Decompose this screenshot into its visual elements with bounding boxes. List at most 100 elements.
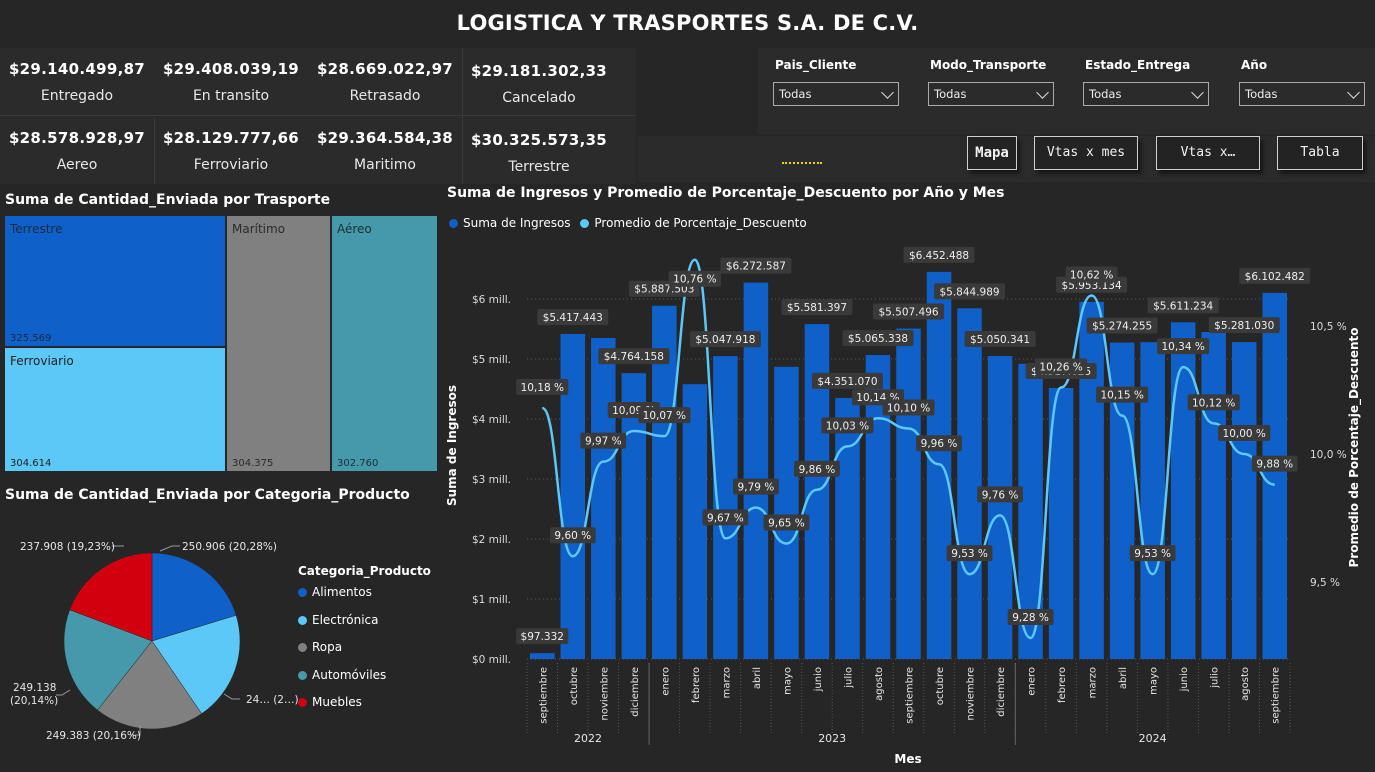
label-bg (1251, 455, 1298, 472)
label-bg (689, 331, 761, 348)
line-data-label: 9,67 % (702, 509, 749, 526)
line-data-label: 9,96 % (916, 435, 962, 452)
line-data-label: 9,60 % (549, 527, 596, 544)
bar-data-label: $5.507.496 (873, 303, 944, 320)
bar[interactable] (591, 338, 616, 659)
x-tick-label: enero (660, 667, 671, 696)
kpi-card-en-transito: $29.408.039,19 En transito (154, 48, 308, 114)
year-label: 2024 (1139, 732, 1167, 745)
label-bg (882, 399, 935, 416)
treemap-title: Suma de Cantidad_Enviada por Trasporte (5, 192, 331, 208)
y2-tick-label: 9,5 % (1310, 577, 1340, 589)
legend-dot (580, 219, 590, 228)
y-axis-title: Suma de Ingresos (445, 385, 459, 506)
label-bg (794, 460, 840, 477)
line-data-label: 9,65 % (763, 514, 810, 531)
x-tick-label: diciembre (630, 667, 641, 717)
pie-legend-item[interactable]: Automóviles (298, 668, 386, 682)
line-data-label: 10,15 % (1096, 386, 1149, 403)
mapa-button[interactable]: Mapa (967, 136, 1017, 170)
label-bg (977, 486, 1023, 503)
chevron-down-icon (1191, 86, 1204, 99)
label-text: 10,18 % (521, 382, 564, 394)
x-tick-label: febrero (691, 667, 702, 703)
bar[interactable] (1201, 332, 1226, 659)
label-bg (934, 283, 1006, 300)
treemap-tile-maritimo[interactable]: Marítimo 304.375 (226, 215, 331, 472)
bar[interactable] (530, 653, 555, 659)
kpi-label: Terrestre (508, 159, 570, 175)
label-text: 10,03 % (826, 420, 869, 432)
legend-item-ingresos[interactable]: Suma de Ingresos (449, 216, 571, 230)
bar-data-label: $6.102.482 (1239, 267, 1311, 284)
treemap-tile-ferroviario[interactable]: Ferroviario 304.614 (4, 347, 226, 472)
pie-slice-muebles[interactable] (69, 552, 153, 642)
tile-label: Terrestre (10, 222, 63, 236)
bar[interactable] (1262, 292, 1287, 659)
label-bg (1218, 425, 1271, 441)
tile-label: Marítimo (232, 222, 286, 236)
kpi-value: $30.325.573,35 (470, 131, 608, 149)
pie-legend-item[interactable]: Alimentos (298, 585, 372, 599)
label-bg (1147, 297, 1219, 314)
modo-transporte-dropdown[interactable]: Todas (928, 82, 1054, 106)
pais-cliente-dropdown[interactable]: Todas (773, 82, 899, 106)
bar[interactable] (987, 355, 1013, 659)
bar[interactable] (1170, 322, 1196, 659)
chevron-down-icon (1036, 86, 1049, 99)
bar[interactable] (1231, 342, 1257, 659)
pie-slice-alimentos[interactable] (151, 552, 237, 642)
label-text: $5.844.989 (939, 286, 999, 298)
tile-value: 302.760 (337, 458, 379, 469)
legend-dot (298, 588, 307, 597)
kpi-value: $28.578.928,97 (8, 129, 146, 147)
treemap-tile-terrestre[interactable]: Terrestre 325.569 (4, 215, 226, 347)
legend-dot (298, 643, 307, 652)
legend-label: Ropa (312, 640, 343, 654)
label-text: 9,53 % (951, 548, 988, 560)
bar[interactable] (652, 305, 677, 659)
pie-slice-electrónica[interactable] (151, 614, 241, 715)
bar[interactable] (835, 397, 860, 659)
bar-data-label: $5.050.341 (964, 330, 1036, 347)
pie-slice-ropa[interactable] (97, 640, 202, 730)
line-data-label: 10,10 % (882, 399, 935, 416)
y-tick-label: $6 mill. (472, 294, 511, 306)
label-text: $5.887.503 (634, 284, 694, 296)
line-data-label: 10,12 % (1187, 394, 1240, 411)
filter-label: Año (1241, 58, 1268, 72)
estado-entrega-dropdown[interactable]: Todas (1083, 82, 1209, 106)
vtas-x-button[interactable]: Vtas x… (1156, 136, 1260, 170)
pie-legend-item[interactable]: Electrónica (298, 613, 379, 627)
line-data-label: 10,00 % (1218, 425, 1271, 441)
bar[interactable] (1079, 301, 1104, 659)
filter-label: Estado_Entrega (1085, 58, 1191, 72)
label-bg (1086, 317, 1158, 334)
x-tick-label: abril (1118, 667, 1129, 689)
kpi-card-terrestre: $30.325.573,35 Terrestre (462, 119, 616, 185)
bar[interactable] (957, 308, 982, 659)
anio-dropdown[interactable]: Todas (1239, 82, 1365, 106)
pie-legend-item[interactable]: Ropa (298, 640, 342, 654)
tile-value: 304.375 (232, 458, 274, 469)
bar[interactable] (896, 328, 921, 659)
tabla-button[interactable]: Tabla (1277, 136, 1363, 170)
label-text: 9,76 % (982, 489, 1019, 501)
bar-data-label: $5.281.030 (1208, 317, 1280, 334)
label-text: 9,65 % (768, 517, 805, 529)
treemap-tile-aereo[interactable]: Aéreo 302.760 (331, 215, 438, 472)
legend-item-descuento[interactable]: Promedio de Porcentaje_Descuento (580, 216, 807, 230)
slice-label: 24… (2…) (246, 694, 299, 706)
leader-line (130, 725, 141, 736)
pie-slice-automóviles[interactable] (63, 609, 153, 711)
vtas-x-mes-button[interactable]: Vtas x mes (1034, 136, 1138, 170)
pie-title: Suma de Cantidad_Enviada por Categoria_P… (5, 487, 410, 503)
label-text: 9,96 % (921, 438, 958, 450)
line-data-label: 9,97 % (580, 432, 627, 449)
label-bg (1239, 267, 1311, 284)
line-data-label: 9,88 % (1251, 455, 1298, 472)
x-tick-label: junio (813, 667, 824, 692)
bar-data-label: $5.581.397 (781, 299, 853, 316)
bar[interactable] (774, 366, 799, 659)
pie-legend-item[interactable]: Muebles (298, 695, 362, 709)
